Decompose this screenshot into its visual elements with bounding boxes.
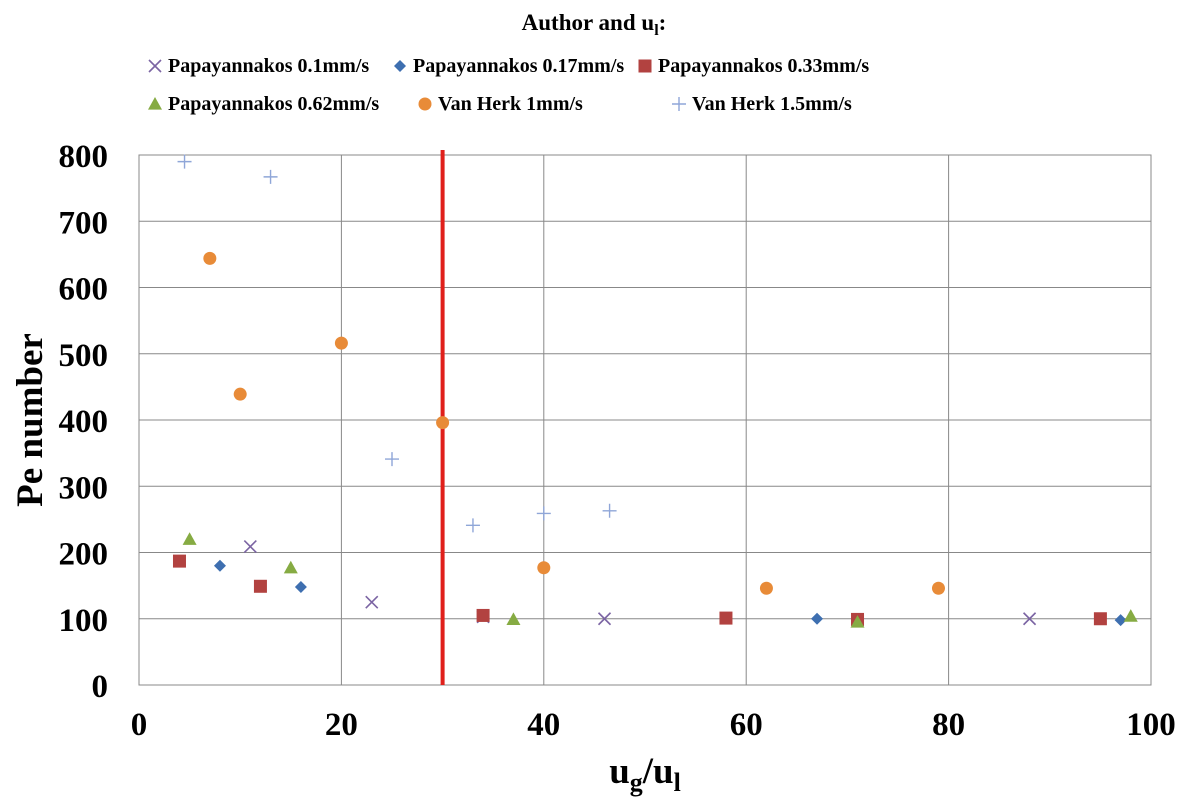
data-point — [283, 560, 298, 574]
x-tick-label: 80 — [932, 707, 965, 743]
legend-label: Papayannakos 0.62mm/s — [168, 93, 379, 115]
data-point — [719, 611, 733, 625]
data-point — [506, 612, 521, 626]
plot-area: 0 20 40 60 80 100 0 100 200 300 400 500 600 700 800 — [59, 139, 1176, 743]
data-point — [536, 506, 551, 521]
legend-label: Van Herk 1mm/s — [438, 93, 583, 115]
data-point — [334, 336, 348, 350]
x-tick-label: 40 — [527, 707, 560, 743]
y-tick-label: 800 — [59, 139, 109, 175]
data-point — [602, 503, 617, 518]
legend-item: Papayannakos 0.17mm/s — [394, 55, 624, 77]
legend-label: Papayannakos 0.1mm/s — [168, 55, 369, 77]
data-point — [759, 581, 773, 595]
y-tick-label: 600 — [59, 272, 109, 308]
data-point — [1093, 612, 1107, 626]
legend-label: Papayannakos 0.17mm/s — [413, 55, 624, 77]
data-point — [436, 416, 450, 430]
legend-marker — [394, 60, 406, 72]
x-tick-label: 60 — [730, 707, 763, 743]
legend-title: Author and ul: — [522, 10, 667, 39]
data-point — [365, 595, 379, 609]
data-point — [263, 169, 278, 184]
series-3 — [182, 532, 1138, 628]
legend-item: Van Herk 1mm/s — [418, 93, 583, 115]
data-point — [294, 580, 307, 593]
legend-item: Papayannakos 0.62mm/s — [148, 93, 379, 115]
data-point — [1123, 609, 1138, 622]
data-point — [203, 251, 217, 265]
legend-item: Papayannakos 0.1mm/s — [148, 55, 369, 77]
x-tick-label: 100 — [1126, 707, 1176, 743]
series-5 — [177, 154, 617, 533]
data-point — [465, 518, 480, 533]
y-tick-label: 300 — [59, 470, 109, 506]
data-point — [811, 612, 824, 625]
legend-label: Papayannakos 0.33mm/s — [658, 55, 869, 77]
y-tick-label: 700 — [59, 205, 109, 241]
data-point — [597, 612, 612, 626]
data-point — [476, 608, 490, 622]
y-tick-label: 400 — [59, 404, 109, 440]
legend-label: Van Herk 1.5mm/s — [692, 93, 852, 115]
data-point — [537, 561, 551, 575]
legend-item: Papayannakos 0.33mm/s — [638, 55, 869, 77]
legend-item: Van Herk 1.5mm/s — [672, 93, 852, 115]
x-axis-title: ug/ul — [609, 751, 681, 797]
legend-marker — [418, 97, 432, 111]
data-point — [253, 579, 267, 593]
data-point — [243, 539, 257, 554]
data-point — [233, 387, 247, 401]
y-tick-label: 200 — [59, 537, 109, 573]
data-point — [1114, 614, 1127, 627]
legend: Author and ul: Papayannakos 0.1mm/s Papay… — [148, 10, 869, 115]
data-point — [931, 581, 945, 595]
data-point — [177, 154, 192, 169]
data-point — [1022, 612, 1037, 626]
y-tick-label: 100 — [59, 603, 109, 639]
legend-marker — [148, 97, 162, 110]
series-1 — [213, 559, 1127, 627]
y-axis-title: Pe number — [10, 333, 51, 507]
data-point — [182, 532, 197, 545]
data-point — [850, 615, 865, 628]
data-point — [213, 559, 226, 572]
y-tick-label: 500 — [59, 338, 109, 374]
legend-marker — [672, 97, 686, 111]
series-4 — [203, 251, 945, 595]
legend-marker — [638, 59, 652, 73]
data-point — [385, 452, 399, 467]
x-tick-label: 0 — [131, 707, 148, 743]
x-tick-label: 20 — [325, 707, 358, 743]
data-point — [172, 554, 186, 568]
legend-marker — [148, 59, 162, 73]
y-tick-label: 0 — [92, 669, 109, 705]
